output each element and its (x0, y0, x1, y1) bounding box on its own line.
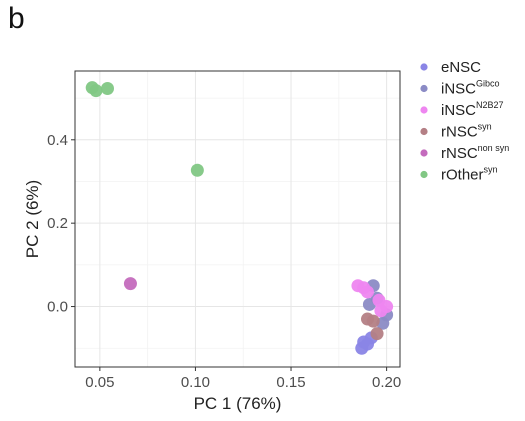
legend-label: rNSCsyn (441, 122, 492, 141)
y-axis: 0.0 0.2 0.4 (47, 132, 75, 316)
data-point (374, 304, 388, 318)
legend-label: rNSCnon syn (441, 143, 509, 162)
legend-item: rNSCsyn (420, 122, 492, 141)
y-tick-label: 0.2 (47, 215, 68, 232)
y-tick-label: 0.4 (47, 132, 68, 149)
legend-item: iNSCN2B27 (420, 100, 504, 119)
legend-label: iNSCGibco (441, 79, 500, 98)
data-point (361, 337, 374, 351)
legend-key (420, 170, 428, 179)
legend-item: iNSCGibco (420, 79, 500, 98)
legend-key (420, 149, 428, 157)
x-axis-title: PC 1 (76%) (194, 394, 282, 413)
legend-key (420, 63, 428, 71)
data-points (85, 81, 394, 355)
data-point (89, 84, 103, 98)
legend-label: iNSCN2B27 (441, 100, 504, 119)
plot-panel-background (75, 71, 400, 367)
data-point (361, 285, 374, 299)
legend-label: eNSC (441, 59, 481, 76)
legend-label: rOthersyn (441, 165, 498, 184)
plot-panel-border (74, 70, 401, 368)
x-tick-label: 0.15 (276, 374, 305, 391)
legend-item: eNSC (420, 59, 481, 76)
x-axis: 0.05 0.10 0.15 0.20 (85, 367, 401, 391)
y-tick-label: 0.0 (47, 299, 68, 316)
data-point (190, 163, 204, 177)
data-point (370, 327, 384, 341)
legend-key (420, 84, 428, 93)
panel-label: b (8, 2, 25, 35)
minor-gridlines (75, 71, 400, 367)
data-point (101, 82, 114, 96)
legend-item: rOthersyn (420, 165, 498, 184)
data-point (123, 277, 137, 291)
legend-key (420, 127, 428, 136)
x-tick-label: 0.20 (372, 374, 401, 391)
legend-item: rNSCnon syn (420, 143, 509, 162)
legend-key (420, 106, 428, 114)
legend: eNSC iNSCGibco iNSCN2B27 rNSCsyn rNSCnon syn… (420, 59, 509, 184)
y-axis-title: PC 2 (6%) (23, 180, 42, 258)
data-point (366, 314, 380, 328)
x-tick-label: 0.05 (85, 374, 114, 391)
x-tick-label: 0.10 (181, 374, 210, 391)
